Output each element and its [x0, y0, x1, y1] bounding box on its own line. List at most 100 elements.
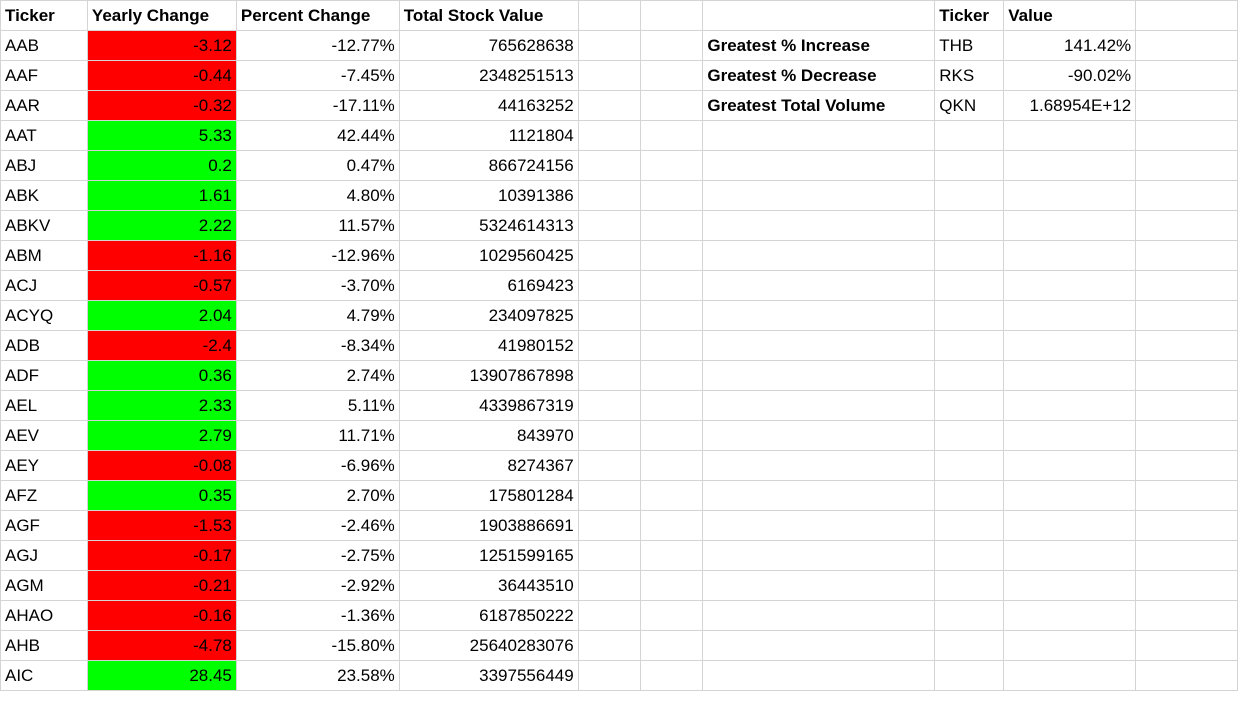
yearly-change-cell[interactable]: 2.33: [86, 390, 237, 421]
empty-cell[interactable]: [1003, 180, 1137, 211]
empty-cell[interactable]: [577, 60, 641, 91]
empty-cell[interactable]: [639, 30, 704, 61]
empty-cell[interactable]: [577, 90, 641, 121]
yearly-change-cell[interactable]: -1.53: [86, 510, 237, 541]
yearly-change-cell[interactable]: 0.36: [86, 360, 237, 391]
empty-cell[interactable]: [1135, 240, 1238, 271]
total-stock-value-cell[interactable]: 6187850222: [398, 600, 579, 631]
empty-cell[interactable]: [1135, 60, 1238, 91]
total-stock-value-cell[interactable]: 765628638: [398, 30, 579, 61]
empty-cell[interactable]: [934, 150, 1005, 181]
total-stock-value-cell[interactable]: 10391386: [398, 180, 579, 211]
yearly-change-cell[interactable]: -3.12: [86, 30, 237, 61]
empty-cell[interactable]: [639, 180, 704, 211]
empty-cell[interactable]: [577, 360, 641, 391]
percent-change-cell[interactable]: -12.77%: [235, 30, 400, 61]
empty-cell[interactable]: [577, 210, 641, 241]
empty-cell[interactable]: [1135, 390, 1238, 421]
percent-change-cell[interactable]: -15.80%: [235, 630, 400, 661]
percent-change-cell[interactable]: -6.96%: [235, 450, 400, 481]
empty-cell[interactable]: [1135, 420, 1238, 451]
total-stock-value-cell[interactable]: 866724156: [398, 150, 579, 181]
total-stock-value-cell[interactable]: 44163252: [398, 90, 579, 121]
empty-cell[interactable]: [1135, 270, 1238, 301]
ticker-cell[interactable]: AGJ: [0, 540, 88, 571]
percent-change-cell[interactable]: 0.47%: [235, 150, 400, 181]
empty-cell[interactable]: [1003, 510, 1137, 541]
empty-cell[interactable]: [577, 300, 641, 331]
empty-cell[interactable]: [1003, 150, 1137, 181]
empty-cell[interactable]: [577, 0, 641, 31]
summary-header-ticker[interactable]: Ticker: [934, 0, 1005, 31]
empty-cell[interactable]: [1003, 210, 1137, 241]
percent-change-cell[interactable]: -8.34%: [235, 330, 400, 361]
ticker-cell[interactable]: ACYQ: [0, 300, 88, 331]
total-stock-value-cell[interactable]: 5324614313: [398, 210, 579, 241]
summary-header-value[interactable]: Value: [1003, 0, 1137, 31]
summary-label-cell[interactable]: Greatest Total Volume: [702, 90, 936, 121]
empty-cell[interactable]: [1135, 180, 1238, 211]
empty-cell[interactable]: [577, 600, 641, 631]
empty-cell[interactable]: [702, 360, 936, 391]
header-total-stock-value[interactable]: Total Stock Value: [398, 0, 579, 31]
empty-cell[interactable]: [934, 390, 1005, 421]
empty-cell[interactable]: [639, 270, 704, 301]
empty-cell[interactable]: [934, 570, 1005, 601]
percent-change-cell[interactable]: 4.79%: [235, 300, 400, 331]
empty-cell[interactable]: [639, 480, 704, 511]
empty-cell[interactable]: [1003, 600, 1137, 631]
ticker-cell[interactable]: AAR: [0, 90, 88, 121]
yearly-change-cell[interactable]: 5.33: [86, 120, 237, 151]
empty-cell[interactable]: [577, 450, 641, 481]
total-stock-value-cell[interactable]: 8274367: [398, 450, 579, 481]
empty-cell[interactable]: [1003, 570, 1137, 601]
empty-cell[interactable]: [639, 60, 704, 91]
percent-change-cell[interactable]: -17.11%: [235, 90, 400, 121]
empty-cell[interactable]: [1135, 330, 1238, 361]
total-stock-value-cell[interactable]: 2348251513: [398, 60, 579, 91]
summary-value-cell[interactable]: 1.68954E+12: [1003, 90, 1137, 121]
header-ticker[interactable]: Ticker: [0, 0, 88, 31]
summary-ticker-cell[interactable]: RKS: [934, 60, 1005, 91]
empty-cell[interactable]: [1135, 480, 1238, 511]
yearly-change-cell[interactable]: -2.4: [86, 330, 237, 361]
empty-cell[interactable]: [1003, 360, 1137, 391]
empty-cell[interactable]: [702, 510, 936, 541]
empty-cell[interactable]: [639, 330, 704, 361]
empty-cell[interactable]: [1135, 30, 1238, 61]
ticker-cell[interactable]: AGF: [0, 510, 88, 541]
empty-cell[interactable]: [702, 480, 936, 511]
empty-cell[interactable]: [1135, 660, 1238, 691]
empty-cell[interactable]: [639, 360, 704, 391]
empty-cell[interactable]: [1135, 540, 1238, 571]
empty-cell[interactable]: [1135, 360, 1238, 391]
summary-value-cell[interactable]: 141.42%: [1003, 30, 1137, 61]
yearly-change-cell[interactable]: -0.16: [86, 600, 237, 631]
yearly-change-cell[interactable]: -4.78: [86, 630, 237, 661]
empty-cell[interactable]: [934, 660, 1005, 691]
percent-change-cell[interactable]: -2.75%: [235, 540, 400, 571]
empty-cell[interactable]: [639, 210, 704, 241]
empty-cell[interactable]: [639, 450, 704, 481]
empty-cell[interactable]: [1135, 510, 1238, 541]
percent-change-cell[interactable]: 2.74%: [235, 360, 400, 391]
ticker-cell[interactable]: AEY: [0, 450, 88, 481]
empty-cell[interactable]: [1003, 120, 1137, 151]
empty-cell[interactable]: [934, 360, 1005, 391]
header-yearly-change[interactable]: Yearly Change: [86, 0, 237, 31]
summary-value-cell[interactable]: -90.02%: [1003, 60, 1137, 91]
empty-cell[interactable]: [577, 660, 641, 691]
yearly-change-cell[interactable]: -0.44: [86, 60, 237, 91]
empty-cell[interactable]: [702, 240, 936, 271]
ticker-cell[interactable]: AEV: [0, 420, 88, 451]
empty-cell[interactable]: [1003, 300, 1137, 331]
yearly-change-cell[interactable]: 0.2: [86, 150, 237, 181]
ticker-cell[interactable]: AAF: [0, 60, 88, 91]
empty-cell[interactable]: [1003, 420, 1137, 451]
ticker-cell[interactable]: ADB: [0, 330, 88, 361]
ticker-cell[interactable]: ABJ: [0, 150, 88, 181]
ticker-cell[interactable]: AGM: [0, 570, 88, 601]
yearly-change-cell[interactable]: 2.79: [86, 420, 237, 451]
ticker-cell[interactable]: AFZ: [0, 480, 88, 511]
empty-cell[interactable]: [639, 300, 704, 331]
